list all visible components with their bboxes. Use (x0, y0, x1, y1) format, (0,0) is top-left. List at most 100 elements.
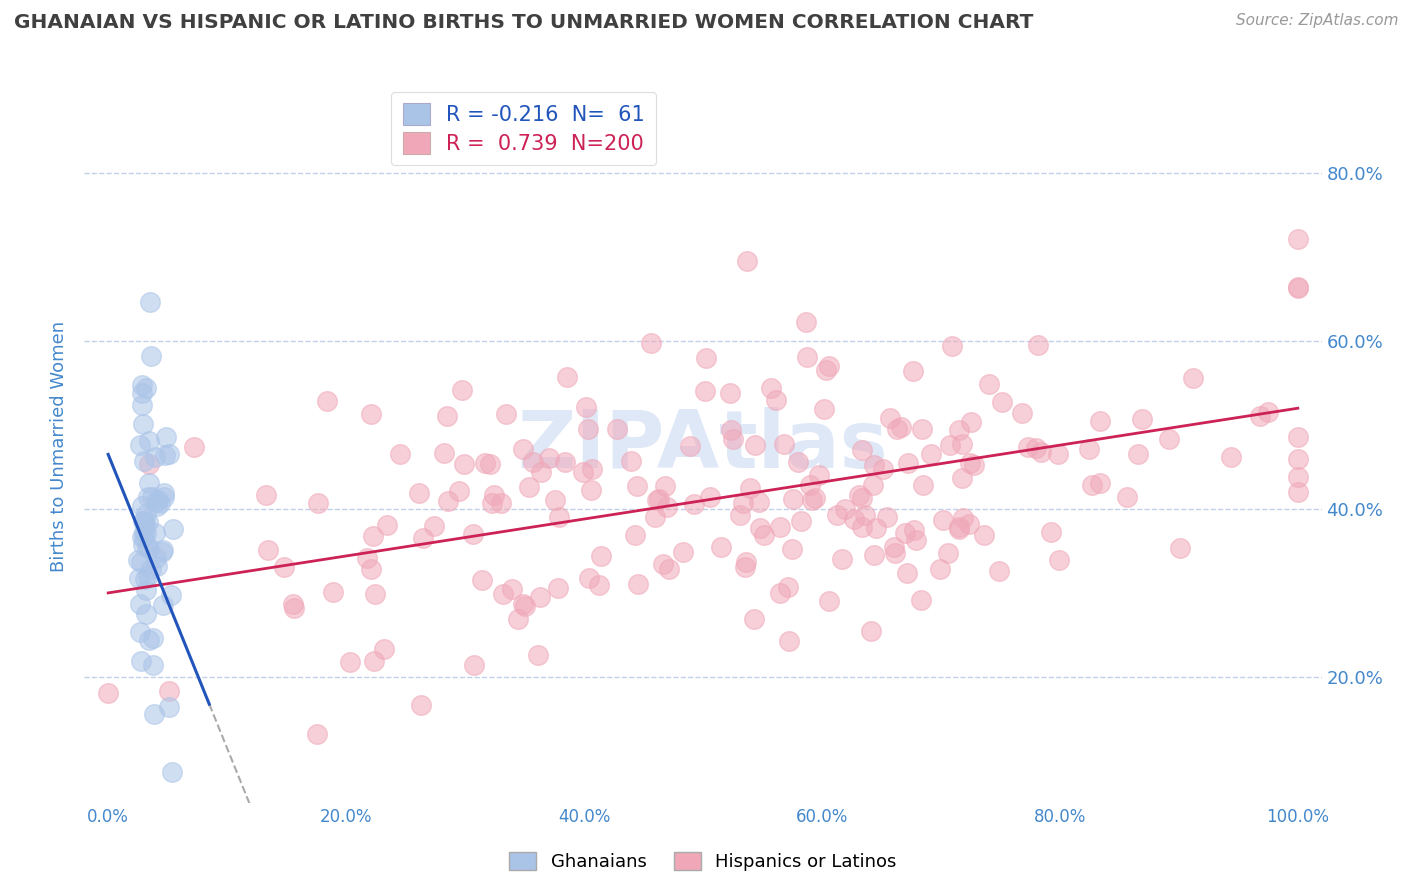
Point (1130, 411, 1153, 425)
Point (890, 420, 912, 434)
Point (273, 559, 295, 574)
Point (157, 700, 180, 714)
Point (910, 592, 932, 607)
Point (132, 530, 155, 544)
Point (131, 654, 153, 668)
Point (482, 488, 505, 502)
Point (759, 381, 782, 395)
Point (322, 585, 344, 599)
Point (143, 706, 166, 721)
Point (131, 378, 153, 392)
Text: GHANAIAN VS HISPANIC OR LATINO BIRTHS TO UNMARRIED WOMEN CORRELATION CHART: GHANAIAN VS HISPANIC OR LATINO BIRTHS TO… (14, 13, 1033, 32)
Point (851, 520, 873, 534)
Point (658, 561, 681, 575)
Point (152, 598, 174, 612)
Point (489, 496, 512, 510)
Point (131, 386, 153, 401)
Point (554, 455, 576, 469)
Point (129, 555, 152, 569)
Point (1286, 430, 1309, 444)
Point (733, 496, 755, 510)
Point (129, 625, 152, 640)
Point (991, 395, 1014, 409)
Point (859, 624, 882, 638)
Point (143, 450, 166, 464)
Point (903, 523, 925, 537)
Point (512, 597, 534, 611)
Point (254, 488, 277, 502)
Point (808, 468, 831, 483)
Point (876, 510, 898, 524)
Point (977, 377, 1000, 392)
Point (572, 465, 595, 479)
Point (699, 490, 721, 504)
Point (640, 336, 662, 351)
Point (959, 456, 981, 470)
Point (842, 512, 865, 526)
Point (624, 528, 647, 542)
Point (606, 422, 628, 436)
Point (136, 515, 159, 529)
Point (1029, 445, 1052, 459)
Point (734, 560, 756, 574)
Point (710, 540, 733, 554)
Point (155, 430, 177, 444)
Point (131, 398, 153, 412)
Point (463, 658, 485, 673)
Point (644, 509, 666, 524)
Point (1286, 470, 1309, 484)
Point (512, 442, 534, 456)
Point (1286, 281, 1309, 295)
Point (527, 648, 550, 662)
Point (950, 436, 973, 450)
Point (537, 450, 560, 465)
Point (929, 562, 952, 576)
Point (138, 633, 160, 648)
Point (451, 383, 474, 397)
Point (501, 582, 523, 596)
Point (799, 478, 821, 492)
Point (973, 528, 995, 542)
Point (1080, 478, 1102, 492)
Point (721, 432, 744, 446)
Point (363, 654, 385, 668)
Point (1128, 447, 1150, 461)
Point (138, 475, 160, 490)
Point (138, 434, 160, 448)
Point (626, 479, 648, 493)
Point (817, 359, 839, 373)
Point (389, 447, 412, 461)
Point (1257, 405, 1279, 419)
Point (851, 443, 873, 458)
Point (960, 415, 983, 429)
Point (513, 599, 536, 614)
Point (363, 529, 385, 543)
Point (305, 727, 328, 741)
Point (1077, 442, 1099, 456)
Point (127, 553, 149, 567)
Legend: Ghanaians, Hispanics or Latinos: Ghanaians, Hispanics or Latinos (502, 845, 904, 879)
Point (145, 499, 167, 513)
Point (652, 557, 675, 571)
Point (863, 458, 886, 472)
Point (364, 587, 387, 601)
Point (591, 549, 613, 564)
Point (160, 588, 183, 602)
Point (360, 407, 382, 421)
Point (576, 422, 599, 436)
Point (157, 684, 180, 698)
Point (879, 410, 901, 425)
Point (447, 484, 470, 499)
Point (479, 457, 502, 471)
Point (136, 569, 159, 583)
Point (910, 422, 932, 436)
Point (825, 508, 848, 523)
Point (683, 498, 706, 512)
Point (423, 519, 446, 533)
Point (132, 453, 155, 467)
Point (135, 507, 157, 521)
Point (575, 400, 598, 414)
Point (1286, 280, 1309, 294)
Point (796, 350, 818, 364)
Point (911, 478, 934, 492)
